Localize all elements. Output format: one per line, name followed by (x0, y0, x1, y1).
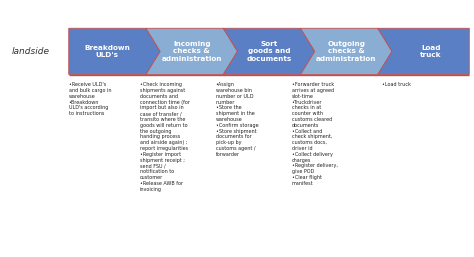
Polygon shape (146, 28, 237, 75)
Text: •Load truck: •Load truck (382, 82, 410, 87)
Polygon shape (69, 28, 160, 75)
Text: •Check incoming
shipments against
documents and
connection time (for
import but : •Check incoming shipments against docume… (140, 82, 190, 192)
Text: Sort
goods and
documents: Sort goods and documents (246, 41, 292, 62)
Text: Breakdown
ULD's: Breakdown ULD's (84, 45, 130, 58)
Polygon shape (301, 28, 392, 75)
Polygon shape (223, 28, 315, 75)
Text: landside: landside (12, 47, 50, 56)
Text: •Assign
warehouse bin
number or ULD
number
•Store the
shipment in the
warehouse
: •Assign warehouse bin number or ULD numb… (216, 82, 258, 157)
Text: •Receive ULD's
and bulk cargo in
warehouse
•Breakdown
ULD's according
to instruc: •Receive ULD's and bulk cargo in warehou… (69, 82, 111, 116)
Text: Outgoing
checks &
administration: Outgoing checks & administration (316, 41, 376, 62)
Text: •Forwarder truck
arrives at agreed
slot-time
•Truckdriver
checks in at
counter w: •Forwarder truck arrives at agreed slot-… (292, 82, 337, 186)
Text: Load
truck: Load truck (420, 45, 441, 58)
Polygon shape (378, 28, 469, 75)
Text: Incoming
checks &
administration: Incoming checks & administration (162, 41, 222, 62)
